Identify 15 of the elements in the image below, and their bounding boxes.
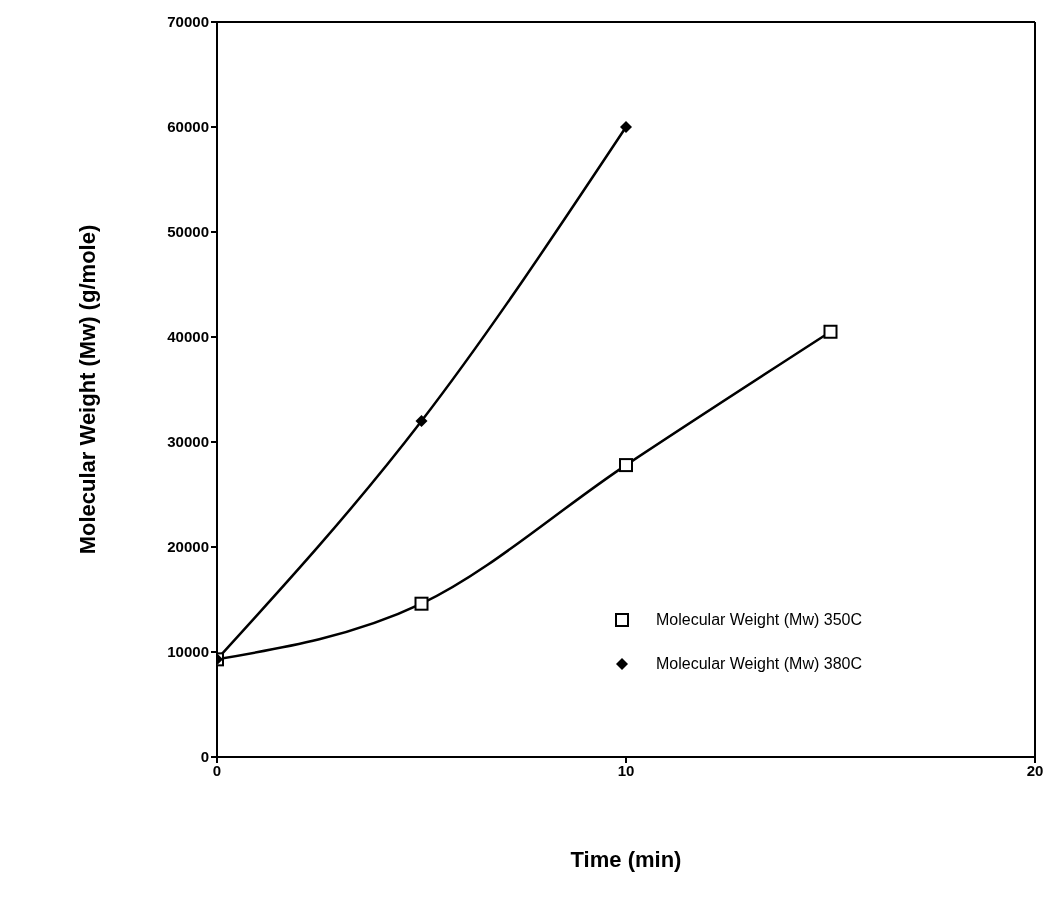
y-tick-label: 70000	[167, 13, 209, 31]
x-axis-title: Time (min)	[570, 847, 682, 872]
y-tick-label: 0	[200, 748, 209, 766]
y-tick-label: 20000	[167, 538, 209, 556]
legend-label: Molecular Weight (Mw) 350C	[656, 611, 862, 629]
y-tick-label: 40000	[167, 328, 209, 346]
y-tick-label: 50000	[167, 223, 209, 241]
x-tick-label: 10	[617, 761, 635, 779]
y-tick-label: 10000	[167, 643, 209, 661]
y-tick-label: 60000	[167, 118, 209, 136]
y-axis-title: Molecular Weight (Mw) (g/mole)	[74, 224, 100, 555]
legend-label: Molecular Weight (Mw) 380C	[656, 655, 862, 673]
x-tick-label: 0	[212, 761, 222, 779]
x-tick-label: 20	[1026, 761, 1044, 779]
y-tick-label: 30000	[167, 433, 209, 451]
